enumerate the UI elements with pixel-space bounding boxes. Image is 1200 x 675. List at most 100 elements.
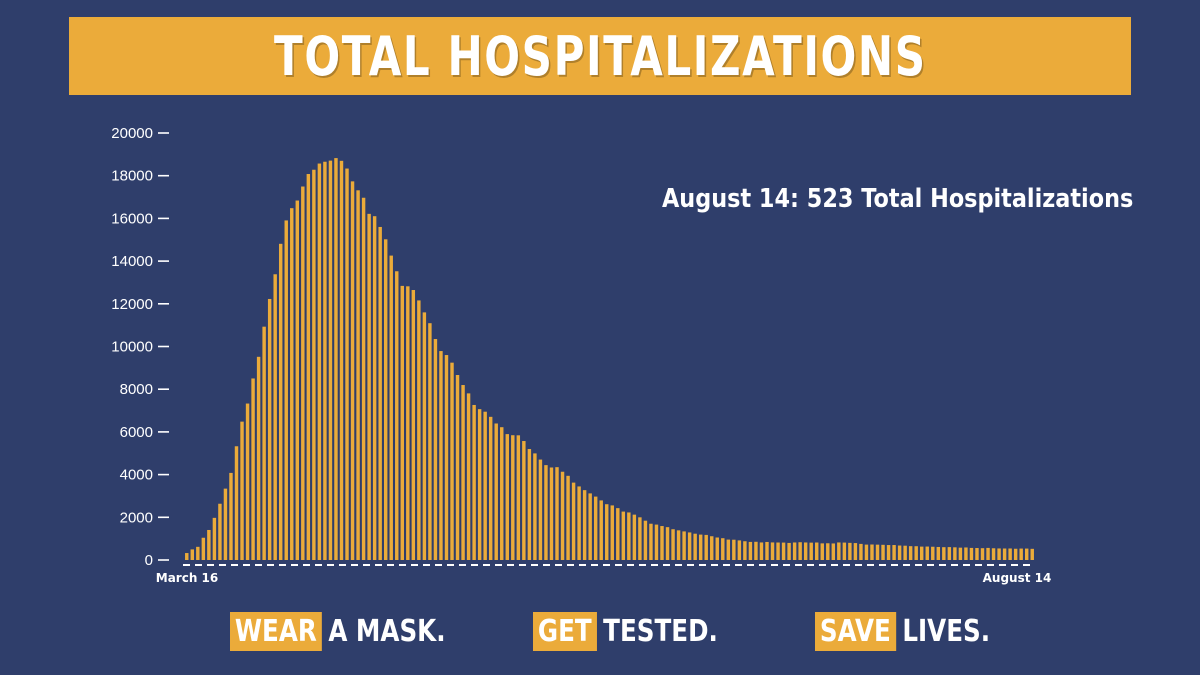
bar: [500, 427, 504, 560]
bar: [571, 482, 576, 560]
bar: [842, 542, 847, 560]
bar: [251, 378, 255, 560]
bar: [256, 356, 261, 560]
bar: [605, 504, 609, 560]
bar: [494, 423, 498, 560]
slogan-text: LIVES.: [902, 613, 991, 649]
bar: [903, 545, 907, 560]
bar: [245, 403, 250, 560]
bar: [301, 186, 305, 560]
bar: [582, 490, 587, 560]
bar: [897, 545, 902, 560]
bar: [710, 536, 714, 560]
bar: [290, 208, 294, 561]
bar: [975, 548, 979, 560]
bar: [776, 542, 780, 560]
slogan-highlight: WEAR: [230, 611, 322, 651]
bar: [654, 524, 659, 560]
bar: [361, 197, 366, 560]
bar: [223, 488, 228, 560]
bar: [488, 416, 493, 560]
bar: [312, 169, 316, 561]
y-tick-label: 20000: [111, 125, 153, 142]
bar: [781, 542, 786, 560]
bar: [450, 362, 454, 560]
bar: [815, 542, 819, 560]
bar: [892, 545, 896, 560]
bar: [190, 549, 195, 560]
bar: [240, 421, 244, 560]
bar: [229, 472, 233, 560]
bar: [947, 547, 952, 560]
bar: [765, 541, 769, 560]
bar: [787, 542, 791, 560]
bar: [682, 531, 686, 560]
bar: [853, 543, 858, 560]
x-start-label: March 16: [156, 571, 219, 585]
bar: [831, 543, 836, 560]
bar: [632, 514, 637, 560]
slogan-highlight: GET: [533, 611, 597, 651]
bar: [196, 546, 200, 560]
bar: [212, 517, 217, 560]
bar: [665, 527, 670, 560]
bar: [262, 326, 266, 560]
slogan-bar: WEAR A MASK. GET TESTED. SAVE LIVES.: [0, 606, 1200, 656]
bar: [317, 163, 322, 561]
bar: [732, 539, 736, 560]
bar: [809, 542, 813, 560]
bar: [759, 542, 764, 560]
bar: [516, 435, 521, 560]
bar: [1019, 548, 1023, 560]
x-end-label: August 14: [983, 571, 1052, 585]
bar: [185, 553, 189, 560]
bar: [748, 541, 753, 560]
bar: [433, 339, 438, 560]
bar: [953, 547, 957, 560]
bar: [715, 537, 719, 560]
bar: [577, 486, 581, 560]
bar: [991, 548, 996, 560]
bar: [334, 158, 338, 560]
title-banner: TOTAL HOSPITALIZATIONS: [69, 17, 1131, 95]
bar: [555, 467, 559, 560]
bar: [599, 500, 603, 560]
bar: [278, 243, 283, 560]
bar: [400, 285, 404, 560]
bar: [383, 239, 388, 561]
bar: [820, 543, 824, 560]
bar: [406, 286, 410, 560]
bar: [533, 453, 537, 560]
bar: [643, 520, 648, 560]
bar: [505, 434, 509, 560]
bar: [522, 441, 526, 560]
bar: [273, 274, 277, 560]
bar: [560, 471, 565, 560]
bar: [207, 529, 211, 560]
latest-value-annotation: August 14: 523 Total Hospitalizations: [662, 184, 1134, 214]
bar: [660, 526, 664, 560]
bar: [986, 547, 990, 560]
y-tick-label: 8000: [120, 381, 153, 398]
slogan-wear-mask: WEAR A MASK.: [230, 606, 493, 656]
y-tick-label: 4000: [120, 467, 153, 484]
bar: [417, 300, 421, 560]
bar: [737, 540, 742, 560]
bar: [588, 493, 592, 560]
bar: [848, 542, 852, 560]
bar: [936, 546, 941, 560]
bar: [649, 523, 653, 560]
slogan-text: A MASK.: [328, 613, 446, 649]
bar: [295, 200, 299, 560]
bar: [870, 544, 874, 560]
bar: [621, 511, 626, 560]
bar: [461, 385, 465, 560]
bar: [881, 544, 885, 560]
bar: [942, 547, 946, 560]
bar: [1002, 548, 1007, 560]
bar: [826, 543, 830, 560]
bar: [593, 496, 598, 560]
slogan-save-lives: SAVE LIVES.: [815, 606, 1029, 656]
bar: [698, 534, 703, 560]
bar: [411, 290, 416, 560]
